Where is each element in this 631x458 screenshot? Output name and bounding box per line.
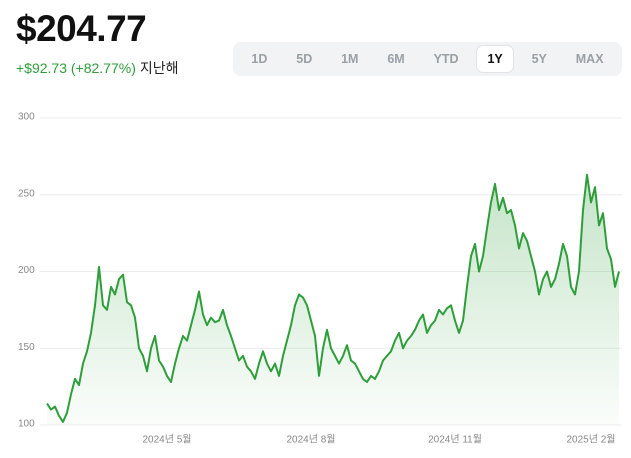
x-tick-label: 2024년 8월 — [287, 434, 336, 446]
range-button[interactable]: 1D — [251, 52, 268, 66]
y-tick-label: 200 — [18, 265, 35, 276]
range-button[interactable]: YTD — [433, 52, 459, 66]
range-selector: 1D 5D 1M 6M YTD 1Y 5Y MAX — [233, 42, 622, 76]
price-line — [46, 173, 620, 423]
range-button[interactable]: 6M — [387, 52, 405, 66]
y-tick-label: 100 — [18, 419, 35, 430]
range-button[interactable]: 5Y — [531, 52, 547, 66]
x-tick-label: 2024년 5월 — [143, 434, 192, 446]
y-tick-label: 250 — [18, 188, 35, 199]
period-label: 지난해 — [139, 60, 179, 76]
price: $204.77 — [16, 8, 147, 49]
range-button[interactable]: 5D — [296, 52, 313, 66]
range-button[interactable]: 1Y — [477, 46, 513, 72]
range-button[interactable]: MAX — [575, 52, 604, 66]
y-tick-label: 150 — [18, 342, 35, 353]
x-tick-label: 2025년 2월 — [567, 434, 616, 446]
x-tick-label: 2024년 11월 — [428, 434, 482, 446]
change-row: +$92.73 (+82.77%) 지난해 — [16, 58, 179, 78]
price-change: +$92.73 (+82.77%) — [16, 60, 136, 76]
y-tick-label: 300 — [18, 112, 35, 123]
range-button[interactable]: 1M — [341, 52, 359, 66]
area-fill — [47, 174, 619, 425]
